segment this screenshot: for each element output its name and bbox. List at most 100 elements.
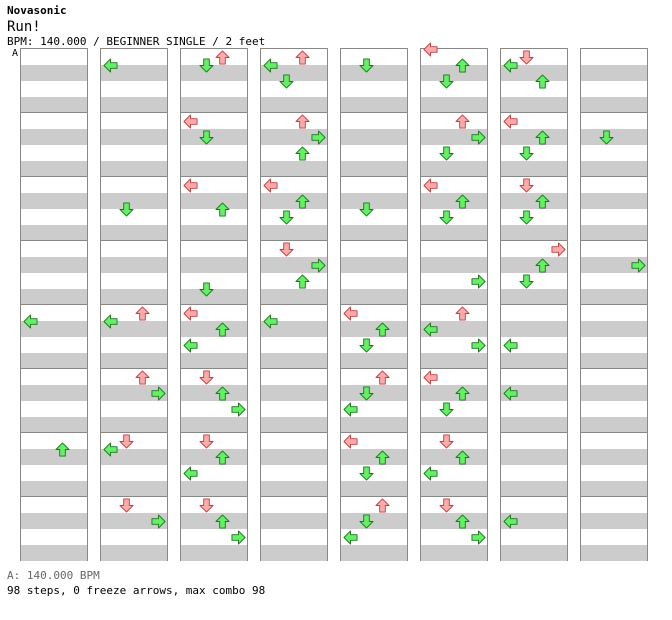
arrow-up-icon	[295, 146, 310, 161]
arrow-left-icon	[423, 178, 438, 193]
beat-stripe	[501, 385, 567, 401]
arrow-down-icon	[279, 210, 294, 225]
beat-stripe	[181, 385, 247, 401]
beat-stripe	[421, 321, 487, 337]
beat-stripe	[181, 65, 247, 81]
beat-stripe	[21, 513, 87, 529]
measure	[100, 368, 168, 433]
beat-stripe	[21, 257, 87, 273]
measure	[420, 432, 488, 497]
arrow-right-icon	[471, 338, 486, 353]
beat-stripe	[21, 161, 87, 177]
measure	[100, 112, 168, 177]
arrow-right-icon	[631, 258, 646, 273]
measure	[580, 368, 648, 433]
beat-stripe	[581, 193, 647, 209]
beat-stripe	[581, 257, 647, 273]
measure	[260, 496, 328, 561]
beat-stripe	[181, 481, 247, 497]
beat-stripe	[341, 225, 407, 241]
beat-stripe	[101, 289, 167, 305]
arrow-down-icon	[359, 466, 374, 481]
arrow-down-icon	[119, 434, 134, 449]
arrow-up-icon	[135, 370, 150, 385]
beat-stripe	[501, 193, 567, 209]
beat-stripe	[101, 321, 167, 337]
arrow-down-icon	[519, 146, 534, 161]
beat-stripe	[21, 417, 87, 433]
beat-stripe	[421, 97, 487, 113]
measure	[500, 48, 568, 113]
beat-stripe	[421, 353, 487, 369]
measure	[100, 240, 168, 305]
beat-stripe	[501, 129, 567, 145]
arrow-left-icon	[503, 514, 518, 529]
beat-stripe	[341, 353, 407, 369]
arrow-right-icon	[311, 258, 326, 273]
arrow-up-icon	[455, 450, 470, 465]
beat-stripe	[501, 225, 567, 241]
beat-stripe	[101, 417, 167, 433]
beat-stripe	[181, 193, 247, 209]
arrow-up-icon	[455, 514, 470, 529]
arrow-right-icon	[471, 274, 486, 289]
beat-stripe	[341, 417, 407, 433]
beat-stripe	[581, 449, 647, 465]
arrow-up-icon	[135, 306, 150, 321]
arrow-right-icon	[471, 130, 486, 145]
arrow-left-icon	[423, 466, 438, 481]
beat-stripe	[421, 193, 487, 209]
beat-stripe	[101, 481, 167, 497]
arrow-up-icon	[455, 114, 470, 129]
chart-info: BPM: 140.000 / BEGINNER SINGLE / 2 feet	[7, 35, 266, 48]
measure	[580, 496, 648, 561]
arrow-up-icon	[535, 258, 550, 273]
arrow-left-icon	[183, 338, 198, 353]
measure	[20, 496, 88, 561]
arrow-up-icon	[215, 386, 230, 401]
chart-column	[180, 48, 248, 561]
measure	[580, 432, 648, 497]
beat-stripe	[181, 545, 247, 561]
arrow-up-icon	[535, 130, 550, 145]
arrow-left-icon	[343, 402, 358, 417]
beat-stripe	[101, 225, 167, 241]
measure	[340, 432, 408, 497]
arrow-up-icon	[215, 450, 230, 465]
measure	[580, 112, 648, 177]
arrow-down-icon	[439, 434, 454, 449]
beat-stripe	[341, 161, 407, 177]
arrow-up-icon	[295, 50, 310, 65]
arrow-right-icon	[311, 130, 326, 145]
measure	[500, 176, 568, 241]
beat-stripe	[341, 65, 407, 81]
arrow-down-icon	[439, 146, 454, 161]
beat-stripe	[261, 65, 327, 81]
beat-stripe	[181, 257, 247, 273]
beat-stripe	[501, 257, 567, 273]
measure	[500, 496, 568, 561]
arrow-up-icon	[295, 114, 310, 129]
beat-stripe	[21, 353, 87, 369]
arrow-right-icon	[471, 530, 486, 545]
beat-stripe	[341, 129, 407, 145]
arrow-down-icon	[359, 386, 374, 401]
chart-column	[260, 48, 328, 561]
beat-stripe	[261, 353, 327, 369]
beat-stripe	[101, 65, 167, 81]
measure	[100, 496, 168, 561]
beat-stripe	[501, 417, 567, 433]
bpm-marker: A	[12, 48, 19, 59]
beat-stripe	[501, 321, 567, 337]
arrow-down-icon	[519, 50, 534, 65]
arrow-up-icon	[215, 514, 230, 529]
arrow-left-icon	[343, 306, 358, 321]
arrow-left-icon	[503, 114, 518, 129]
measure	[580, 304, 648, 369]
measure	[340, 240, 408, 305]
measure	[340, 112, 408, 177]
measure	[100, 48, 168, 113]
beat-stripe	[261, 257, 327, 273]
arrow-left-icon	[503, 58, 518, 73]
beat-stripe	[261, 513, 327, 529]
